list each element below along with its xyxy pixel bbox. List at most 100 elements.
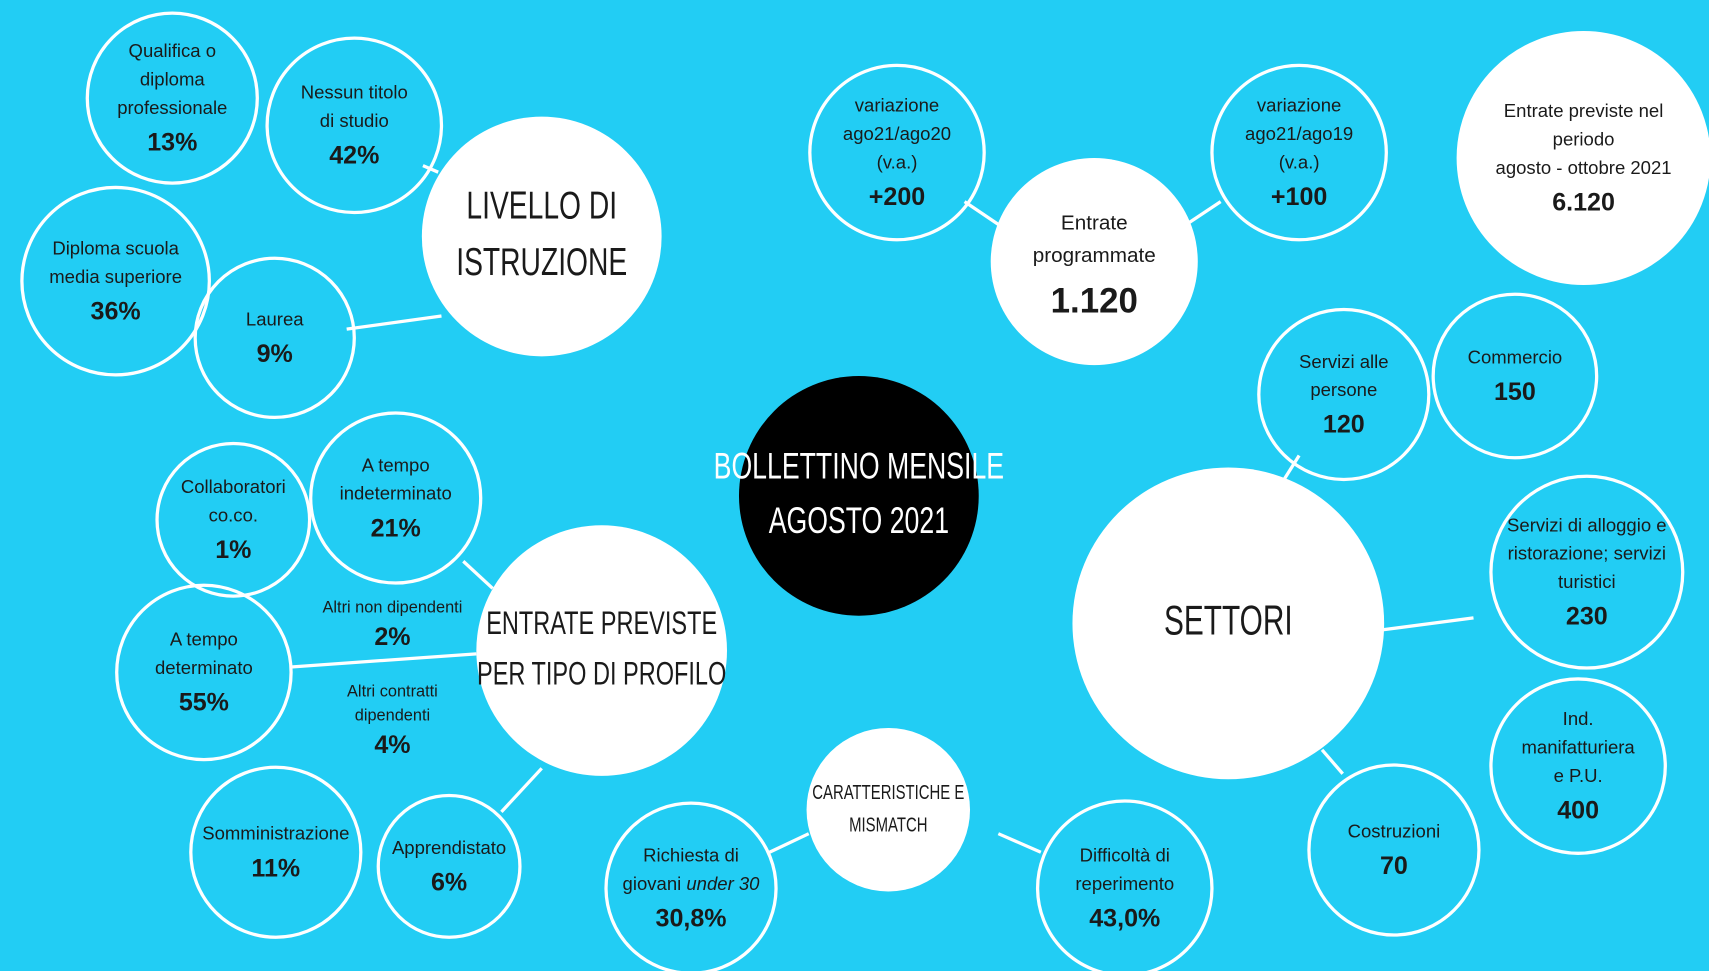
title-group: Entrate <box>1061 211 1128 234</box>
bubble <box>1489 474 1685 670</box>
title-group: BOLLETTINO MENSILE <box>714 445 1004 486</box>
value: 30,8% <box>656 904 727 932</box>
label: (v.a.) <box>877 151 918 172</box>
label: Costruzioni <box>1348 820 1441 841</box>
topic-bubble <box>806 727 971 892</box>
title-group: SETTORI <box>1164 596 1293 643</box>
connector <box>768 832 810 854</box>
label: variazione <box>1257 95 1341 116</box>
value: 1% <box>215 536 251 564</box>
label: determinato <box>155 657 253 678</box>
bubble <box>1489 677 1667 855</box>
bubble <box>1307 763 1481 937</box>
bubble <box>193 256 356 420</box>
bubble <box>604 801 778 971</box>
label: media superiore <box>49 266 182 287</box>
topic-title: programmate <box>1033 244 1156 267</box>
bubble <box>265 36 444 215</box>
label: Servizi alle <box>1299 351 1389 372</box>
value: 6% <box>431 868 467 896</box>
value: 400 <box>1557 797 1599 825</box>
connector <box>1187 200 1222 225</box>
title-group: CARATTERISTICHE E <box>812 780 964 803</box>
bubble <box>376 793 522 939</box>
title-group: programmate <box>1033 244 1156 267</box>
label: Nessun titolo <box>301 82 408 103</box>
connector <box>290 652 477 669</box>
topic-title: CARATTERISTICHE E <box>812 780 964 803</box>
connector <box>346 314 442 331</box>
bubble <box>155 441 312 598</box>
connector <box>1320 748 1344 775</box>
label: turistici <box>1558 571 1616 592</box>
bubble <box>20 185 211 377</box>
value: 2% <box>374 623 410 651</box>
label: di studio <box>320 110 389 131</box>
label: giovani under 30 <box>623 873 761 894</box>
value: 55% <box>179 689 229 717</box>
label: Laurea <box>246 308 304 329</box>
title-group: PER TIPO DI PROFILO <box>477 656 726 693</box>
topic-title: MISMATCH <box>849 813 927 836</box>
value: 230 <box>1566 603 1608 631</box>
bubble <box>1257 307 1431 482</box>
connector <box>500 767 543 814</box>
label-part: under 30 <box>686 873 760 894</box>
label: manifatturiera <box>1522 737 1636 758</box>
bubble <box>1210 63 1388 242</box>
label-part: giovani <box>623 873 687 894</box>
label: Somministrazione <box>202 823 349 844</box>
value: +100 <box>1271 183 1327 211</box>
label: reperimento <box>1075 873 1174 894</box>
label: ago21/ago20 <box>843 123 951 144</box>
label: Difficoltà di <box>1080 844 1170 865</box>
topic-title: ISTRUZIONE <box>456 241 627 285</box>
label: variazione <box>855 95 939 116</box>
label: Qualifica o <box>129 40 216 61</box>
label: Altri non dipendenti <box>323 598 463 616</box>
value: 70 <box>1380 852 1408 880</box>
label: persone <box>1310 379 1377 400</box>
bubble <box>189 765 363 939</box>
value: 1.120 <box>1051 282 1138 321</box>
label: Collaboratori <box>181 476 286 497</box>
topic-title: PER TIPO DI PROFILO <box>477 656 726 693</box>
label: Commercio <box>1468 346 1563 367</box>
bubble <box>808 63 986 242</box>
topic-title: ENTRATE PREVISTE <box>486 605 717 642</box>
title-group: AGOSTO 2021 <box>769 500 949 541</box>
label: Entrate previste nel <box>1504 100 1664 121</box>
value: 36% <box>91 297 141 325</box>
bubble <box>1035 799 1214 971</box>
label: Altri contratti <box>347 682 438 700</box>
label: Richiesta di <box>643 844 739 865</box>
label: ristorazione; servizi <box>1508 543 1666 564</box>
value: 120 <box>1323 411 1365 439</box>
value: 9% <box>257 340 293 368</box>
label: indeterminato <box>340 483 452 504</box>
bubble <box>309 411 483 585</box>
topic-title: Entrate <box>1061 211 1128 234</box>
label: ago21/ago19 <box>1245 123 1353 144</box>
title-group: ISTRUZIONE <box>456 241 627 285</box>
label: agosto - ottobre 2021 <box>1496 157 1672 178</box>
label: Apprendistato <box>392 837 506 858</box>
value: 13% <box>147 128 197 156</box>
label: e P.U. <box>1554 765 1603 786</box>
title-group: LIVELLO DI <box>466 184 617 228</box>
center-bubble <box>738 375 979 616</box>
label: diploma <box>140 69 206 90</box>
topic-bubble <box>421 116 662 357</box>
connector <box>997 832 1042 854</box>
value: 21% <box>371 514 421 542</box>
value: 4% <box>374 731 410 759</box>
label: periodo <box>1553 128 1615 149</box>
value: 42% <box>329 142 379 170</box>
value: 6.120 <box>1552 188 1615 216</box>
label: Servizi di alloggio e <box>1507 514 1667 535</box>
center-title: AGOSTO 2021 <box>769 500 949 541</box>
topic-title: LIVELLO DI <box>466 184 617 228</box>
title-group: MISMATCH <box>849 813 927 836</box>
label: co.co. <box>209 504 258 525</box>
